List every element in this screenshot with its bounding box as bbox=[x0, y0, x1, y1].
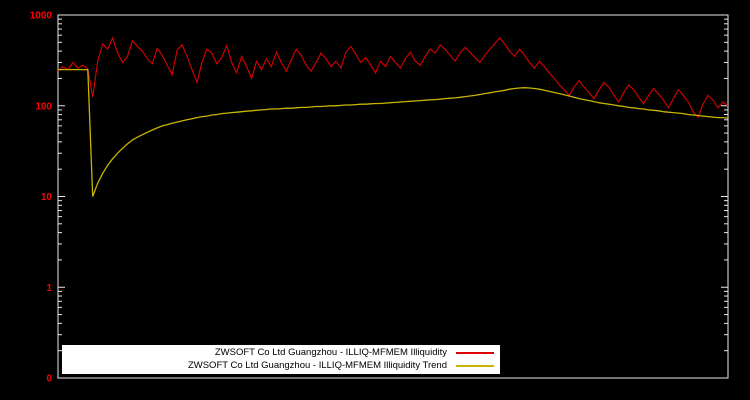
legend-label-trend: ZWSOFT Co Ltd Guangzhou - ILLIQ-MFMEM Il… bbox=[187, 360, 447, 371]
y-tick-label: 100 bbox=[35, 101, 52, 112]
legend: ZWSOFT Co Ltd Guangzhou - ILLIQ-MFMEM Il… bbox=[62, 345, 500, 374]
y-tick-label: 10 bbox=[41, 192, 53, 203]
y-tick-label: 1 bbox=[46, 283, 52, 294]
yellow-line-swatch bbox=[456, 365, 494, 367]
y-tick-label: 1000 bbox=[30, 11, 53, 22]
legend-item-trend: ZWSOFT Co Ltd Guangzhou - ILLIQ-MFMEM Il… bbox=[66, 360, 494, 372]
plot-border bbox=[57, 14, 729, 379]
trend-line bbox=[58, 68, 729, 197]
legend-item-illiquidity: ZWSOFT Co Ltd Guangzhou - ILLIQ-MFMEM Il… bbox=[66, 347, 494, 359]
red-line-swatch bbox=[456, 352, 494, 354]
y-tick-label: 0 bbox=[46, 374, 52, 385]
illiquidity-line bbox=[57, 36, 729, 119]
legend-label-illiquidity: ZWSOFT Co Ltd Guangzhou - ILLIQ-MFMEM Il… bbox=[214, 347, 447, 358]
